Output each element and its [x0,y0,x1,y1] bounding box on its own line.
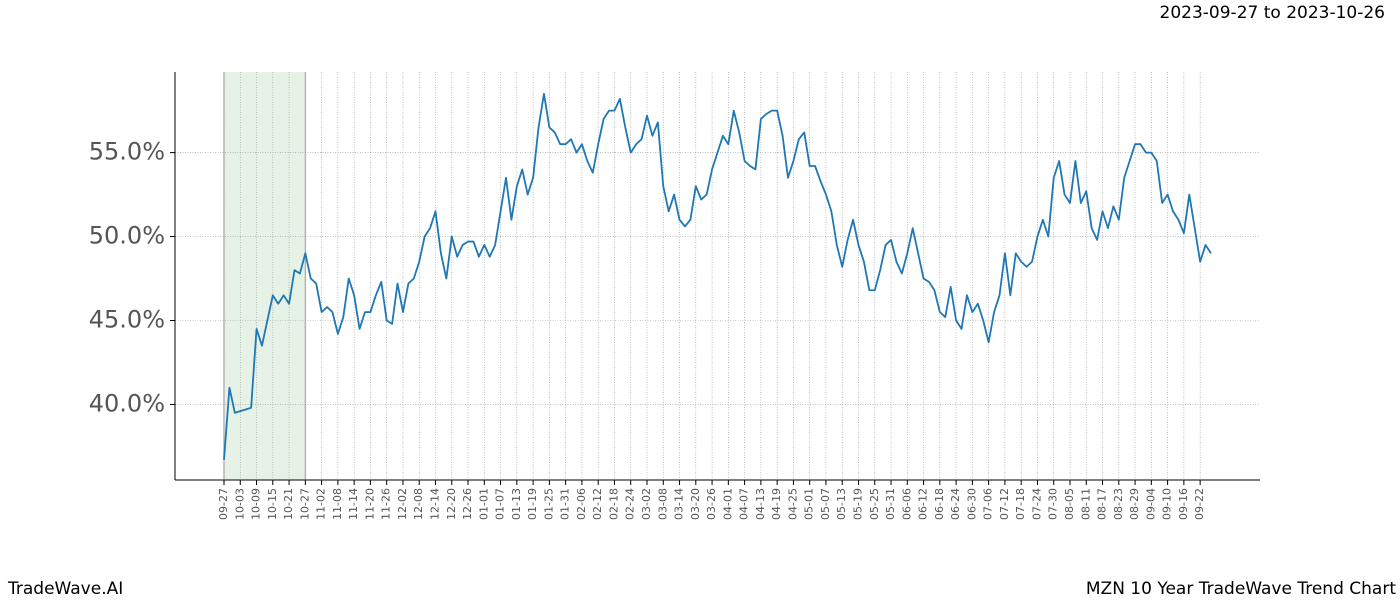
x-tick-label: 04-07 [738,488,751,520]
x-tick-label: 04-13 [754,488,767,520]
x-tick-label: 10-03 [233,488,246,520]
x-tick-label: 06-30 [965,488,978,520]
x-tick-label: 04-01 [721,488,734,520]
x-tick-label: 06-06 [900,488,913,520]
x-tick-label: 07-18 [1014,488,1027,520]
x-tick-label: 03-02 [640,488,653,520]
x-tick-label: 11-08 [331,488,344,520]
x-tick-label: 01-13 [510,488,523,520]
x-tick-label: 02-18 [607,488,620,520]
x-tick-label: 02-24 [624,488,637,520]
x-tick-label: 11-02 [315,488,328,520]
x-tick-label: 11-14 [347,488,360,520]
x-tick-label: 07-06 [982,488,995,520]
x-tick-label: 05-07 [819,488,832,520]
x-tick-label: 05-13 [835,488,848,520]
x-tick-label: 09-27 [217,488,230,520]
y-tick-label: 50.0% [89,222,165,250]
x-tick-label: 12-02 [396,488,409,520]
footer-right: MZN 10 Year TradeWave Trend Chart [1086,579,1396,599]
footer-left: TradeWave.AI [7,579,123,599]
y-tick-label: 40.0% [89,389,165,417]
x-tick-label: 01-31 [559,488,572,520]
x-tick-label: 10-15 [266,488,279,520]
x-tick-label: 07-24 [1030,488,1043,520]
x-tick-label: 08-29 [1128,488,1141,520]
x-tick-label: 02-06 [575,488,588,520]
x-tick-label: 09-22 [1193,488,1206,520]
x-tick-label: 03-20 [689,488,702,520]
x-tick-label: 12-26 [461,488,474,520]
x-tick-label: 01-07 [494,488,507,520]
x-tick-label: 10-21 [282,488,295,520]
x-tick-label: 05-31 [884,488,897,520]
x-tick-label: 09-04 [1144,488,1157,520]
x-tick-label: 12-20 [445,488,458,520]
x-tick-label: 11-20 [363,488,376,520]
x-tick-label: 05-25 [868,488,881,520]
x-tick-label: 03-08 [656,488,669,520]
x-tick-label: 04-19 [770,488,783,520]
x-tick-label: 01-01 [477,488,490,520]
x-tick-label: 03-14 [673,488,686,520]
x-tick-label: 12-08 [412,488,425,520]
x-tick-label: 01-19 [526,488,539,520]
x-tick-label: 08-17 [1096,488,1109,520]
trend-line [223,92,1212,460]
x-tick-label: 06-24 [949,488,962,520]
x-tick-label: 06-12 [917,488,930,520]
x-tick-label: 08-11 [1079,488,1092,520]
x-tick-label: 09-16 [1177,488,1190,520]
x-tick-label: 09-10 [1161,488,1174,520]
x-tick-label: 10-27 [298,488,311,520]
x-tick-label: 11-26 [380,488,393,520]
x-tick-label: 02-12 [591,488,604,520]
x-tick-label: 06-18 [933,488,946,520]
x-tick-label: 07-30 [1047,488,1060,520]
y-tick-label: 55.0% [89,138,165,166]
x-tick-label: 08-23 [1112,488,1125,520]
x-tick-label: 05-19 [851,488,864,520]
x-tick-label: 12-14 [428,488,441,520]
x-tick-label: 03-26 [705,488,718,520]
x-tick-label: 08-05 [1063,488,1076,520]
x-tick-label: 05-01 [803,488,816,520]
x-tick-label: 04-25 [786,488,799,520]
subtitle: 2023-09-27 to 2023-10-26 [1160,3,1385,23]
x-tick-label: 10-09 [250,488,263,520]
x-tick-label: 07-12 [998,488,1011,520]
y-tick-label: 45.0% [89,305,165,333]
x-tick-label: 01-25 [542,488,555,520]
